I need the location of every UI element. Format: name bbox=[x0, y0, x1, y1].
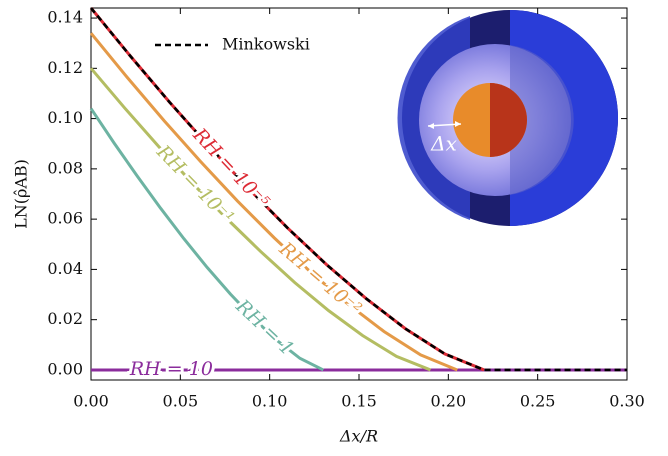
x-tick-label: 0.15 bbox=[341, 392, 377, 411]
x-tick-label: 0.30 bbox=[609, 392, 645, 411]
annotation: Δx bbox=[430, 132, 457, 156]
curve bbox=[89, 32, 458, 372]
y-tick-label: 0.02 bbox=[47, 309, 83, 328]
y-tick-label: 0.08 bbox=[47, 158, 83, 177]
curve-label: RH = 10 bbox=[129, 358, 213, 380]
y-tick-label: 0.12 bbox=[47, 58, 83, 77]
curve-label: RH = 1 bbox=[231, 295, 298, 360]
x-tick-label: 0.00 bbox=[73, 392, 109, 411]
x-tick-label: 0.20 bbox=[431, 392, 467, 411]
x-tick-label: 0.10 bbox=[252, 392, 288, 411]
x-tick-label: 0.05 bbox=[163, 392, 199, 411]
x-axis-label: Δx/R bbox=[339, 427, 378, 446]
y-axis-label: LN(ρ̂AB) bbox=[12, 159, 31, 229]
reference-line bbox=[89, 7, 627, 372]
curve bbox=[89, 67, 432, 372]
x-tick-label: 0.25 bbox=[520, 392, 556, 411]
y-tick-label: 0.04 bbox=[47, 259, 83, 278]
curve-label: RH = 10⁻² bbox=[274, 237, 366, 320]
y-tick-label: 0.10 bbox=[47, 108, 83, 127]
y-tick-label: 0.00 bbox=[47, 359, 83, 378]
sphere-inset bbox=[397, 10, 618, 226]
legend-label: Minkowski bbox=[222, 35, 310, 54]
y-tick-label: 0.06 bbox=[47, 209, 83, 228]
curve bbox=[89, 107, 324, 372]
y-tick-label: 0.14 bbox=[47, 8, 83, 27]
